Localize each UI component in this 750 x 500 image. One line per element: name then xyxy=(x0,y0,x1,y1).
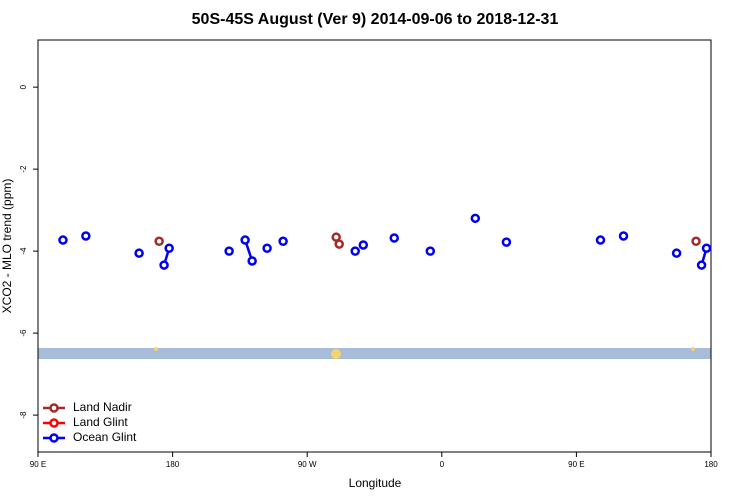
legend-marker xyxy=(49,418,59,428)
data-point xyxy=(425,246,436,256)
legend-label: Land Glint xyxy=(73,415,128,429)
data-point xyxy=(154,236,164,247)
data-point xyxy=(81,231,91,241)
data-point xyxy=(618,231,629,241)
land-blob xyxy=(691,347,695,351)
data-point xyxy=(262,243,272,254)
data-point xyxy=(58,235,68,245)
data-point xyxy=(334,239,344,249)
data-point xyxy=(358,240,369,250)
data-point xyxy=(595,235,606,245)
data-point xyxy=(671,248,682,258)
y-tick-label: -4 xyxy=(19,247,28,255)
x-tick-label: 90 W xyxy=(298,460,317,469)
x-tick-label: 180 xyxy=(704,460,718,469)
legend-label: Land Nadir xyxy=(73,400,132,414)
y-tick-label: -8 xyxy=(19,411,28,419)
data-point xyxy=(134,248,144,258)
data-point xyxy=(164,243,174,254)
data-point xyxy=(278,236,288,247)
chart-title: 50S-45S August (Ver 9) 2014-09-06 to 201… xyxy=(192,11,559,28)
legend-marker xyxy=(49,433,59,443)
legend-marker xyxy=(49,403,59,413)
data-point xyxy=(159,260,169,270)
data-point xyxy=(696,260,707,270)
data-point xyxy=(470,213,481,224)
data-point xyxy=(240,235,250,245)
x-tick-label: 0 xyxy=(440,460,445,469)
y-tick-label: -6 xyxy=(19,329,28,337)
y-tick-label: 0 xyxy=(19,84,28,89)
data-point xyxy=(350,246,360,256)
x-tick-label: 90 E xyxy=(568,460,584,469)
x-axis-label: Longitude xyxy=(349,476,402,490)
y-tick-label: -2 xyxy=(19,165,28,173)
legend-label: Ocean Glint xyxy=(73,430,137,444)
x-tick-label: 180 xyxy=(166,460,180,469)
plot-frame xyxy=(37,39,712,453)
x-tick-label: 90 E xyxy=(30,460,46,469)
data-point xyxy=(247,256,257,266)
land-blob xyxy=(154,347,158,351)
land-blob xyxy=(331,349,341,359)
data-point xyxy=(691,236,701,247)
y-axis-label: XCO2 - MLO trend (ppm) xyxy=(0,179,14,314)
data-point xyxy=(224,246,234,256)
data-point xyxy=(701,243,712,254)
surface-band xyxy=(38,348,711,359)
data-point xyxy=(389,233,399,243)
data-point xyxy=(501,237,512,247)
